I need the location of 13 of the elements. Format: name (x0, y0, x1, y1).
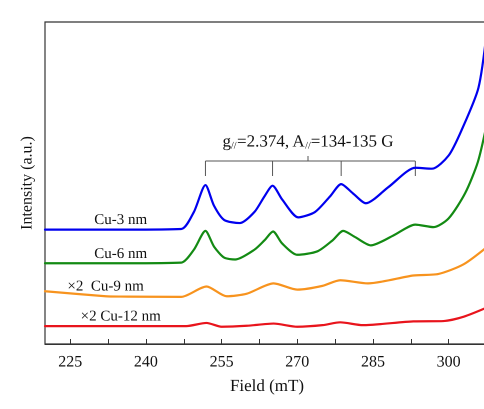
series-label: ×2 Cu-12 nm (80, 308, 162, 325)
series-label: Cu-3 nm (94, 212, 148, 228)
annotation: g//=2.374, A//=134-135 G (222, 132, 394, 152)
x-tick-label: 240 (134, 354, 158, 370)
x-tick-label: 285 (360, 354, 385, 370)
x-tick-label: 225 (58, 354, 82, 370)
y-axis-title: Intensity (a.u.) (18, 136, 36, 230)
series-label: Cu-6 nm (94, 246, 148, 262)
x-tick-label: 270 (285, 354, 310, 370)
x-axis-title: Field (mT) (230, 376, 304, 395)
x-tick-label: 255 (210, 354, 234, 370)
series-label: ×2 Cu-9 nm (67, 278, 144, 295)
x-tick-label: 300 (436, 354, 461, 370)
